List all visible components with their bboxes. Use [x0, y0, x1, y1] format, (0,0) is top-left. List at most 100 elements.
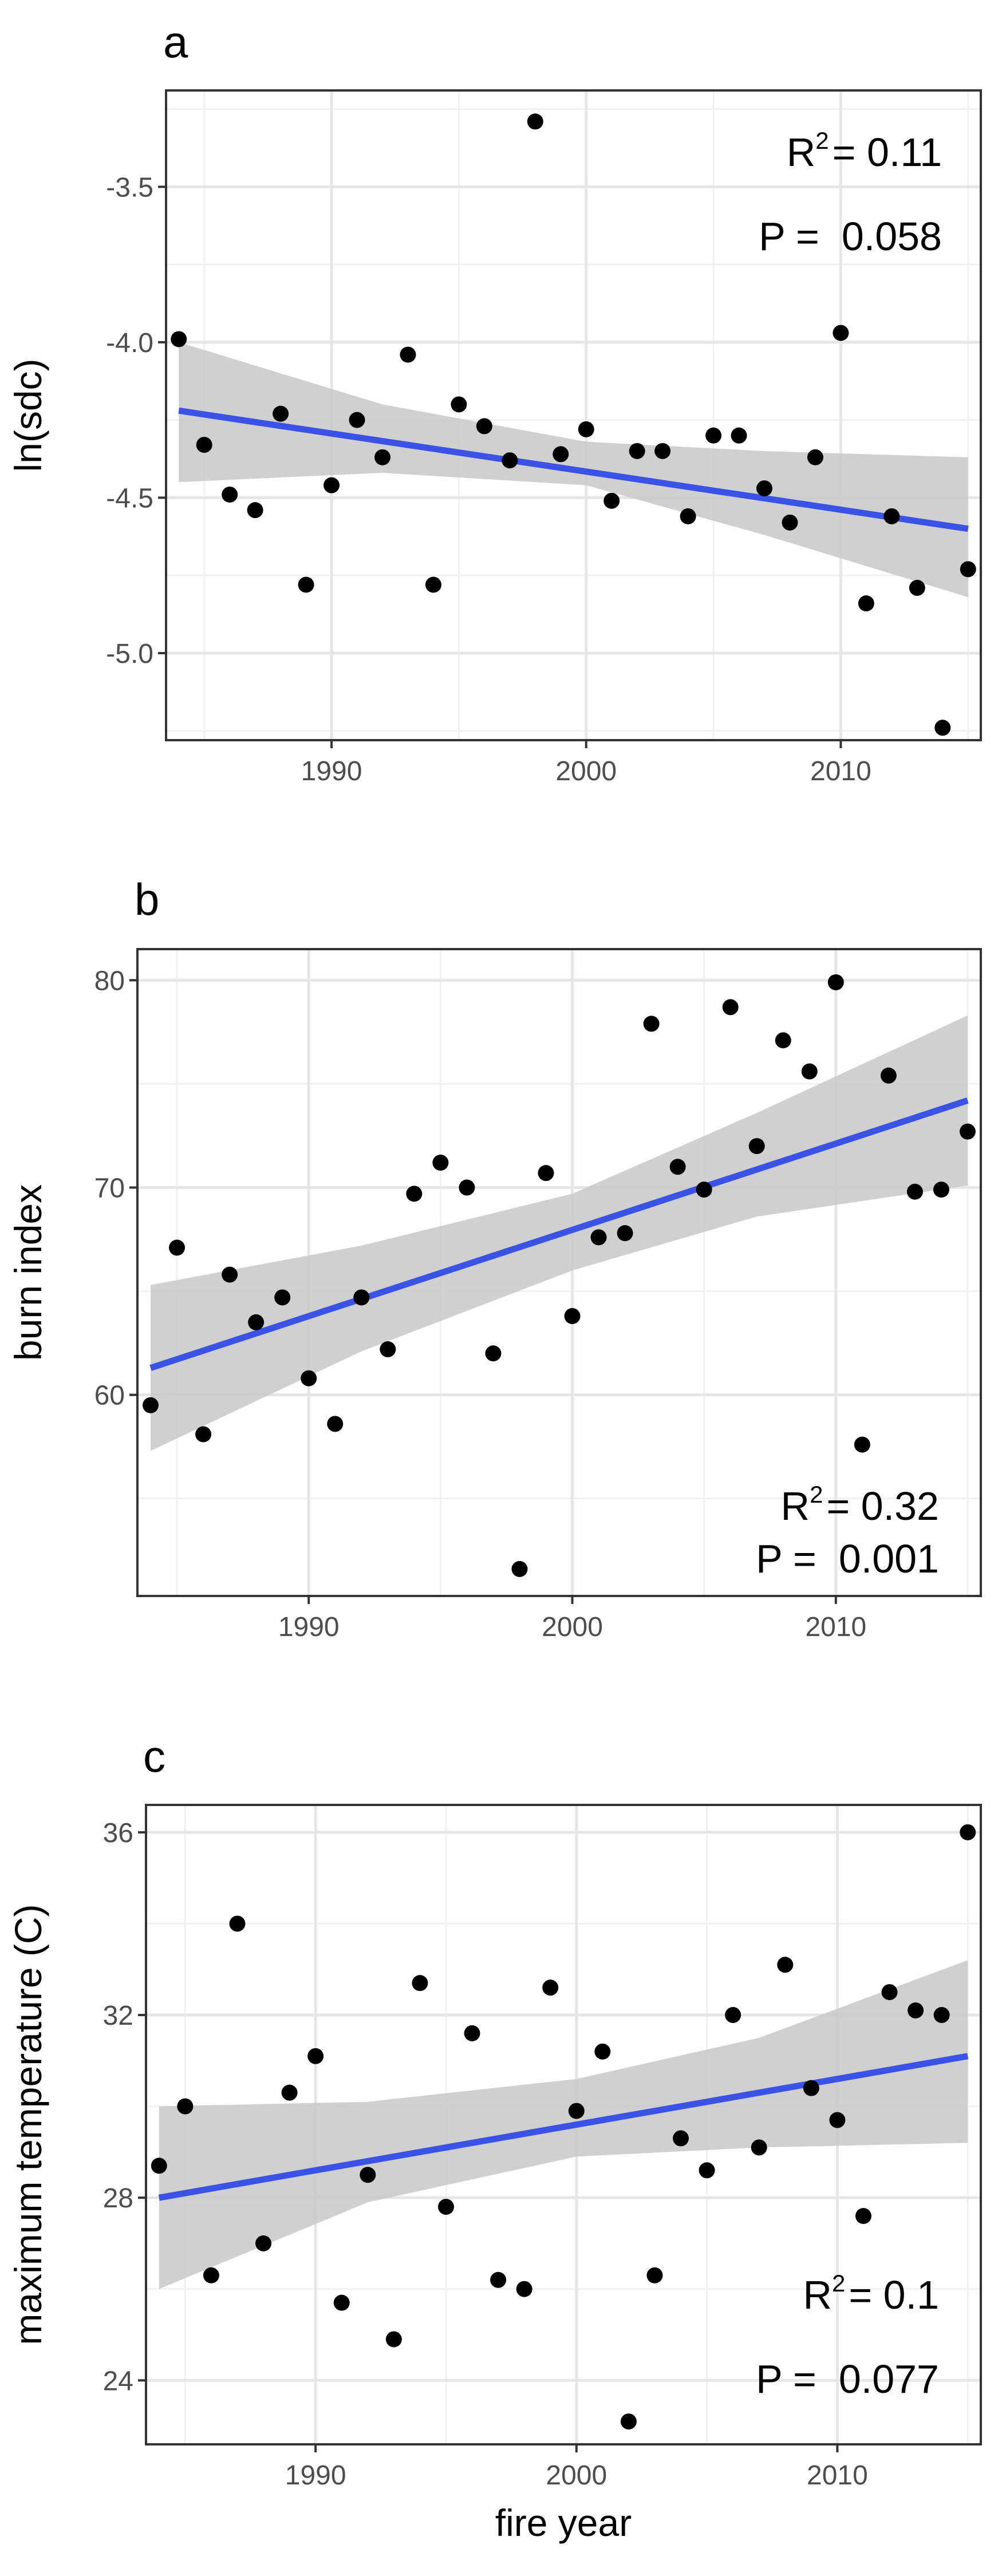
- data-point: [933, 2007, 950, 2024]
- data-point: [327, 1416, 344, 1432]
- y-axis-title: burn index: [7, 1184, 49, 1361]
- data-point: [751, 2139, 767, 2156]
- data-point: [353, 1289, 370, 1306]
- data-point: [360, 2167, 376, 2183]
- data-point: [274, 1289, 291, 1306]
- data-point: [485, 1345, 502, 1362]
- data-point: [229, 1915, 246, 1932]
- data-point: [385, 2331, 402, 2348]
- data-point: [400, 346, 416, 363]
- data-point: [705, 427, 722, 444]
- data-point: [933, 1182, 949, 1198]
- data-point: [516, 2281, 532, 2297]
- data-point: [881, 1984, 898, 2001]
- data-point: [349, 412, 365, 428]
- y-tick-label: 70: [94, 1174, 125, 1204]
- data-point: [255, 2235, 272, 2251]
- data-point: [578, 421, 594, 437]
- data-point: [151, 2158, 167, 2174]
- data-point: [564, 1308, 581, 1325]
- data-point: [553, 446, 569, 463]
- data-point: [827, 974, 844, 990]
- data-point: [855, 2208, 871, 2225]
- r-squared-label: R2= 0.11: [787, 127, 942, 175]
- y-tick-label: 60: [94, 1381, 125, 1411]
- regression-line: [178, 407, 969, 532]
- data-point: [527, 113, 543, 130]
- x-tick-label: 2010: [805, 1612, 866, 1642]
- p-value-label: P = 0.001: [756, 1536, 939, 1581]
- data-point: [298, 576, 314, 593]
- data-point: [673, 2130, 689, 2147]
- data-point: [803, 2080, 819, 2096]
- data-point: [273, 405, 289, 422]
- data-point: [490, 2271, 507, 2288]
- data-point: [777, 1957, 794, 1973]
- data-point: [568, 2103, 585, 2119]
- data-point: [307, 2048, 324, 2064]
- data-point: [451, 396, 467, 413]
- data-point: [680, 508, 696, 524]
- data-point: [960, 561, 976, 578]
- data-point: [502, 452, 518, 469]
- panel-border: [136, 948, 982, 1597]
- x-tick-label: 2000: [546, 2460, 607, 2491]
- data-point: [883, 508, 900, 524]
- x-tick-label: 2010: [807, 2460, 868, 2491]
- data-point: [203, 2267, 219, 2283]
- data-point: [807, 449, 823, 465]
- data-point: [959, 1123, 976, 1140]
- panel-letter: c: [143, 1731, 165, 1781]
- data-point: [722, 999, 739, 1016]
- data-point: [829, 2112, 846, 2128]
- data-point: [511, 1560, 528, 1577]
- y-tick-label: 24: [103, 2366, 133, 2396]
- y-tick-label: 28: [103, 2183, 133, 2214]
- data-point: [374, 449, 390, 465]
- r-squared-label: R2= 0.1: [803, 2270, 939, 2317]
- data-point: [906, 1183, 923, 1200]
- data-point: [731, 427, 747, 444]
- data-point: [775, 1032, 791, 1049]
- data-point: [960, 1824, 976, 1840]
- regression-line: [158, 2053, 969, 2201]
- data-point: [833, 325, 849, 341]
- data-point: [909, 579, 925, 596]
- data-point: [476, 418, 492, 434]
- y-tick-label: -5.0: [106, 639, 153, 669]
- data-point: [880, 1067, 897, 1084]
- data-point: [425, 576, 441, 593]
- data-point: [801, 1063, 818, 1080]
- data-point: [333, 2294, 350, 2311]
- data-point: [177, 2098, 194, 2115]
- data-point: [654, 442, 671, 459]
- panel-a: 1990 2000 2010 -3.5 -4.0 -4.5 -5.0 a ln(sdc) R2= …: [7, 17, 982, 787]
- y-tick-label: -4.5: [106, 483, 153, 513]
- y-axis-title: maximum temperature (C): [7, 1904, 49, 2345]
- data-point: [406, 1186, 423, 1202]
- data-point: [171, 331, 187, 347]
- panel-c: 1990 2000 2010 36 32 28 24 c maximum temperature…: [7, 1731, 982, 2544]
- data-point: [629, 442, 645, 459]
- data-point: [169, 1239, 186, 1256]
- data-point: [620, 2413, 637, 2430]
- data-point: [464, 2025, 480, 2041]
- data-point: [222, 1266, 238, 1283]
- data-point: [281, 2084, 298, 2101]
- data-point: [908, 2002, 924, 2019]
- data-point: [756, 480, 773, 497]
- data-point: [432, 1155, 449, 1171]
- data-point: [324, 477, 340, 493]
- panel-border: [145, 1804, 982, 2445]
- x-tick-label: 1990: [278, 1612, 340, 1642]
- x-tick-label: 2000: [555, 756, 617, 787]
- panel-letter: b: [135, 874, 159, 924]
- data-point: [725, 2007, 741, 2024]
- data-point: [603, 492, 620, 509]
- data-point: [437, 2199, 454, 2215]
- data-point: [412, 1975, 428, 1992]
- y-tick-label: 32: [103, 2001, 133, 2031]
- p-value-label: P = 0.058: [759, 214, 942, 259]
- panel-border: [165, 89, 982, 741]
- panel-letter: a: [163, 17, 188, 67]
